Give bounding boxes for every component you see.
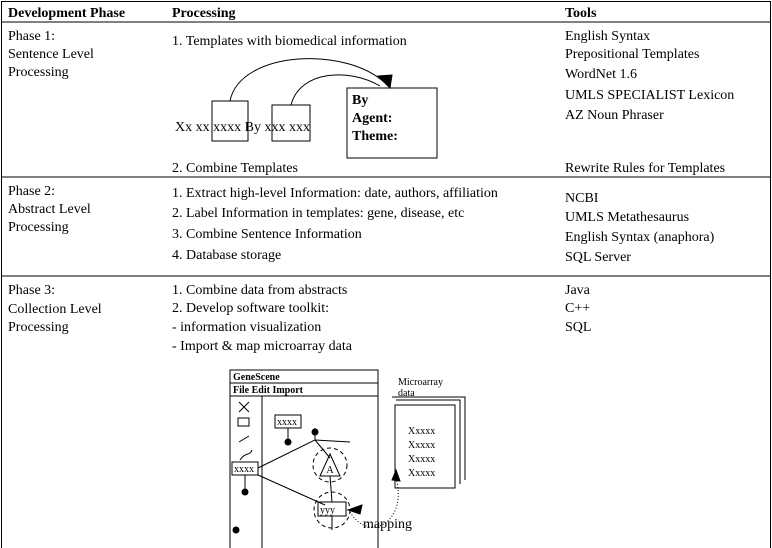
tool: UMLS Metathesaurus [565,210,689,225]
tool: English Syntax (anaphora) [565,230,715,245]
mapping-arc [349,474,399,528]
window-title: GeneScene [233,372,280,383]
document-line: Xxxxx [408,468,435,479]
phase-label: Collection Level [8,302,102,317]
mapping-label: mapping [363,517,412,532]
column-header: Processing [172,6,236,21]
tool: NCBI [565,191,599,206]
phase-label: Processing [8,320,69,335]
processing-step: 1. Extract high-level Information: date,… [172,186,498,201]
node-label: xxxx [234,464,254,475]
processing-step: 2. Combine Templates [172,161,298,176]
phase-label: Processing [8,65,69,80]
arrowhead [391,468,401,482]
node-dot [232,526,240,534]
document-line: Xxxxx [408,454,435,465]
processing-step: 4. Database storage [172,248,281,263]
document-line: Xxxxx [408,426,435,437]
node-label: xxxx [277,417,297,428]
column-header: Tools [565,6,597,21]
tool: English Syntax [565,29,650,44]
window [229,369,379,548]
icon [238,401,250,413]
phase-label: Processing [8,220,69,235]
tool: UMLS SPECIALIST Lexicon [565,88,734,103]
processing-step: 3. Combine Sentence Information [172,227,362,242]
phase-label: Phase 3: [8,283,55,298]
processing-step: 2. Label Information in templates: gene,… [172,206,464,221]
document-line: Xxxxx [408,440,435,451]
tool: Java [565,283,591,298]
menu: File Edit Import [233,385,304,396]
template-slot: Theme: [352,129,398,144]
template-box [346,87,438,159]
example-sentence: Xx xx xxxx By xxx xxx [175,120,310,135]
document-title: Microarray [398,377,443,388]
node-dot [311,428,319,436]
icon [237,417,250,427]
tool: SQL Server [565,250,631,265]
edge [244,428,351,530]
arrow [229,58,389,102]
tool: C++ [565,301,590,316]
processing-step: 1. Templates with biomedical information [172,34,407,49]
tool: Rewrite Rules for Templates [565,161,725,176]
node-dot [284,438,292,446]
template-slot: By [352,93,368,108]
tool: AZ Noun Phraser [565,108,664,123]
tool: WordNet 1.6 [565,67,637,82]
column-header: Development Phase [8,6,125,21]
node-label: yyy [320,505,335,516]
phase-label: Phase 1: [8,29,55,44]
phase-label: Phase 2: [8,184,55,199]
processing-step: - information visualization [172,320,321,335]
genescene-diagram [229,369,466,548]
processing-step: 1. Combine data from abstracts [172,283,347,298]
tool: SQL [565,320,591,335]
node-label: A [326,465,334,476]
processing-step: 2. Develop software toolkit: [172,301,329,316]
arrow [290,74,381,106]
node-dot [241,488,249,496]
template-slot: Agent: [352,111,392,126]
processing-step: - Import & map microarray data [172,339,353,354]
phase-label: Sentence Level [8,47,94,62]
template-diagram [211,58,438,159]
tool: Prepositional Templates [565,47,699,62]
arrowhead [376,74,393,90]
highlight [312,447,348,483]
phase-label: Abstract Level [8,202,91,217]
document-title: data [398,388,415,399]
arrowhead [346,504,363,515]
icon [238,435,253,461]
document-stack [392,396,466,489]
